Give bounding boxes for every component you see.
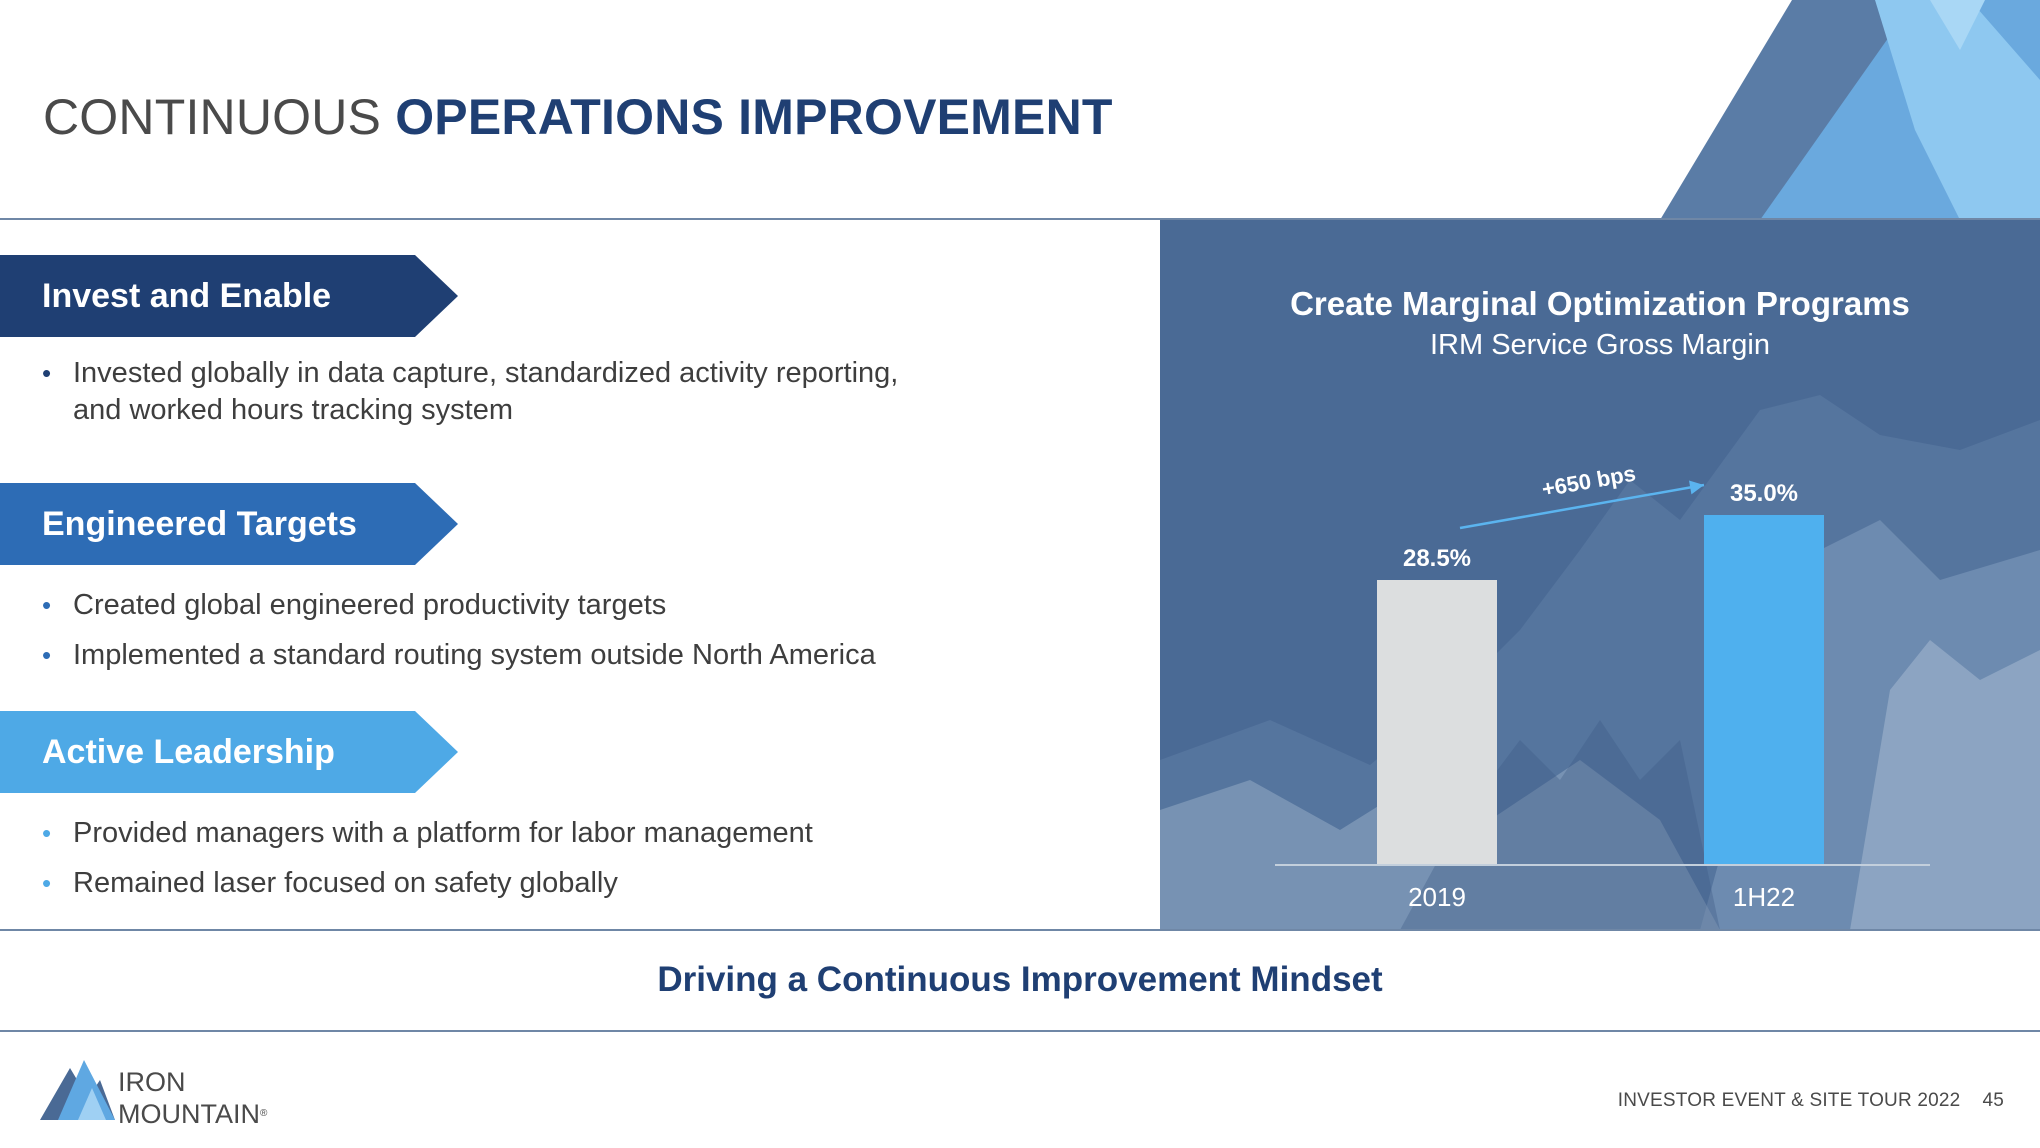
logo-line-1: IRON: [118, 1067, 186, 1097]
mindset-tagline: Driving a Continuous Improvement Mindset: [657, 960, 1383, 999]
bullet-item: Provided managers with a platform for la…: [42, 815, 813, 852]
panel-bottom-rule: [0, 929, 2040, 931]
bullet-list: Provided managers with a platform for la…: [42, 815, 813, 915]
bullet-item: Created global engineered productivity t…: [42, 587, 876, 624]
bullet-item: Remained laser focused on safety globall…: [42, 865, 813, 902]
title-part-bold: OPERATIONS IMPROVEMENT: [395, 89, 1113, 145]
bullet-item: Invested globally in data capture, stand…: [42, 355, 953, 429]
chart-title: Create Marginal Optimization Programs: [1290, 285, 1910, 322]
bar-2019: [1377, 580, 1497, 865]
logo-wordmark: IRON MOUNTAIN®: [118, 1066, 267, 1130]
title-part-regular: CONTINUOUS: [43, 89, 396, 145]
section-heading-ribbon: Engineered Targets: [0, 483, 458, 565]
growth-arrow-line: [1459, 483, 1705, 530]
growth-arrow-head: [1688, 480, 1704, 495]
chart-subtitle: IRM Service Gross Margin: [1430, 329, 1770, 361]
footer-rule: [0, 1030, 2040, 1032]
section-heading-ribbon: Invest and Enable: [0, 255, 458, 337]
footer-event: INVESTOR EVENT & SITE TOUR 2022: [1617, 1090, 1961, 1111]
chart-panel: Create Marginal Optimization Programs IR…: [1160, 220, 2040, 930]
mountain-corner-graphic: [1660, 0, 2040, 220]
category-label: 1H22: [1733, 882, 1795, 912]
top-rule: [0, 218, 2040, 220]
sections-panel: Invest and Enable Invested globally in d…: [0, 220, 1160, 930]
footer: INVESTOR EVENT & SITE TOUR 2022 45: [1618, 1090, 2004, 1112]
bullet-list: Created global engineered productivity t…: [42, 587, 876, 687]
page-number: 45: [1982, 1090, 2004, 1111]
category-label: 2019: [1408, 882, 1466, 912]
bars-layer: 28.5% 2019 35.0% 1H22: [1377, 480, 1824, 912]
value-label: 28.5%: [1403, 545, 1471, 572]
section-heading: Engineered Targets: [42, 505, 357, 543]
bar-1h22: [1704, 515, 1824, 865]
page-title: CONTINUOUS OPERATIONS IMPROVEMENT: [43, 88, 1113, 146]
gross-margin-chart: Create Marginal Optimization Programs IR…: [1160, 285, 2040, 930]
logo-line-2-wrap: MOUNTAIN®: [118, 1098, 267, 1130]
value-label: 35.0%: [1730, 480, 1798, 507]
registered-mark: ®: [260, 1108, 268, 1119]
iron-mountain-logo-icon: [40, 1060, 115, 1120]
bullet-list: Invested globally in data capture, stand…: [42, 355, 953, 442]
logo-line-2: MOUNTAIN: [118, 1099, 260, 1129]
section-heading: Active Leadership: [42, 733, 335, 771]
section-heading-ribbon: Active Leadership: [0, 711, 458, 793]
bullet-item: Implemented a standard routing system ou…: [42, 637, 876, 674]
section-heading: Invest and Enable: [42, 277, 332, 315]
